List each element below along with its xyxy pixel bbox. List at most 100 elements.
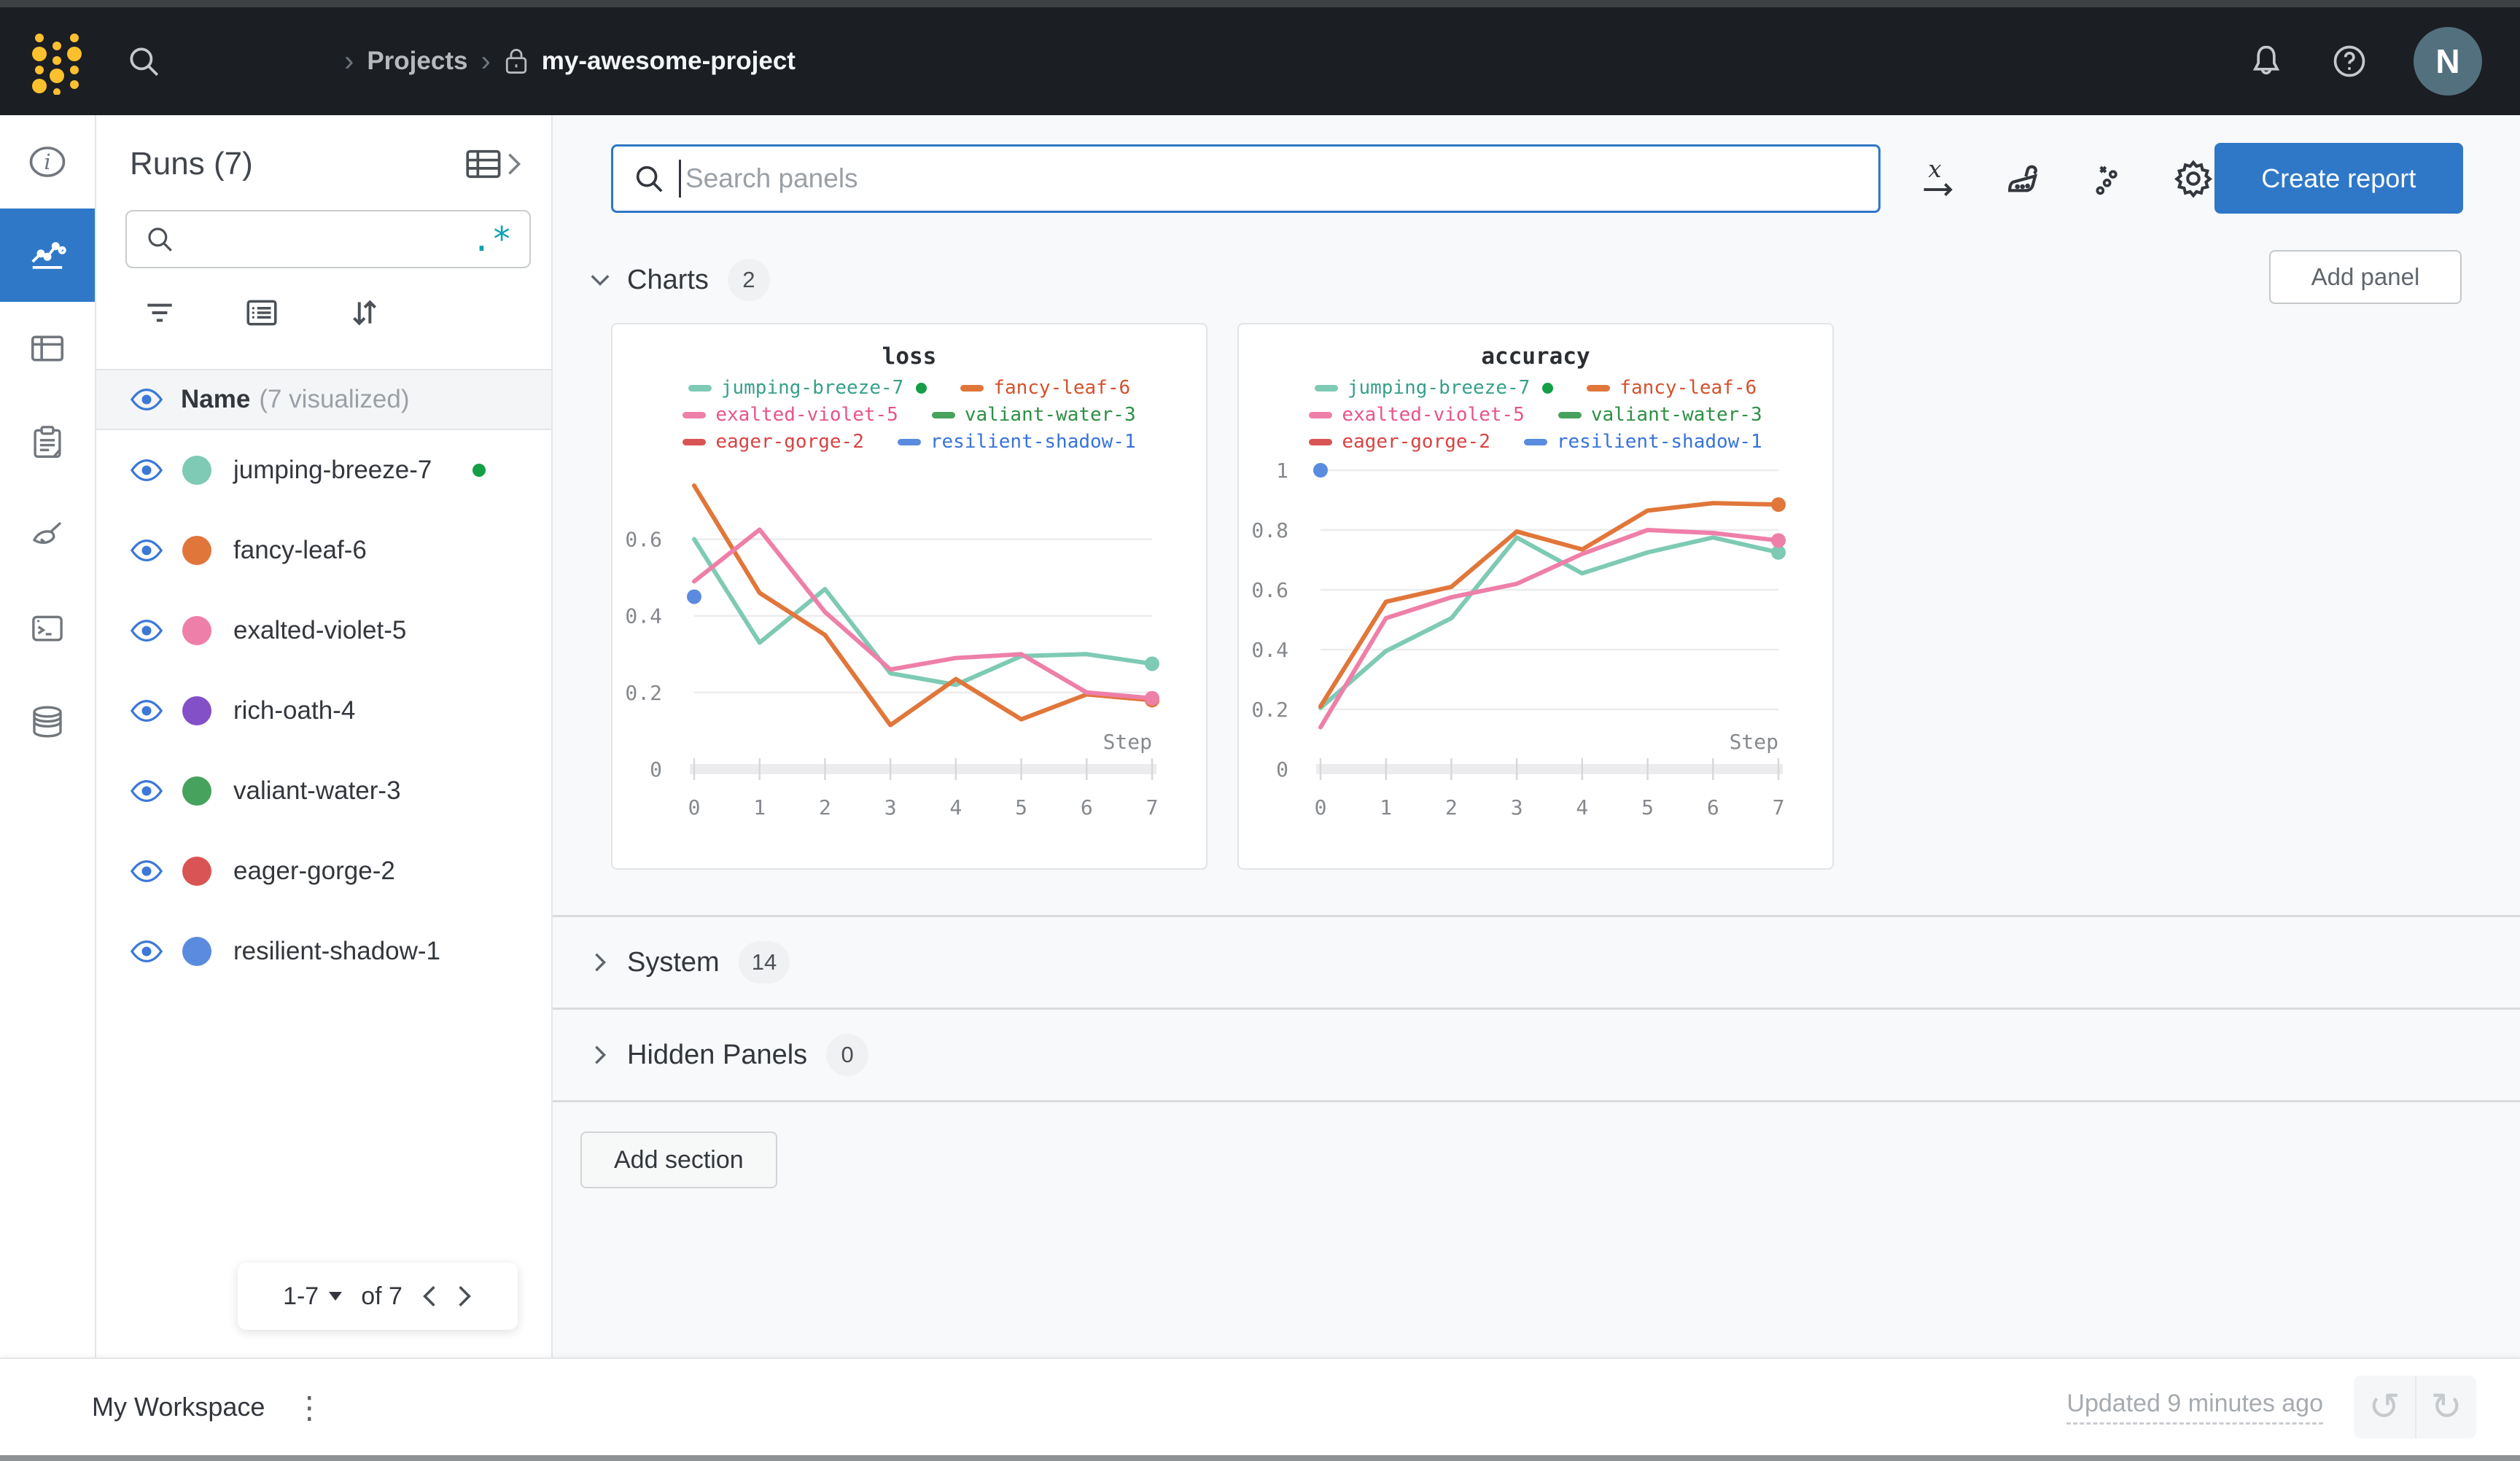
run-name[interactable]: resilient-shadow-1 — [233, 937, 441, 965]
run-row[interactable]: resilient-shadow-1 — [96, 911, 551, 991]
panel-sweep-button[interactable] — [2003, 157, 2045, 200]
filter-icon[interactable] — [141, 295, 178, 331]
regex-toggle-icon[interactable]: .* — [471, 219, 512, 259]
next-page-button[interactable] — [456, 1284, 472, 1309]
hidden-panels-section-header[interactable]: Hidden Panels 0 — [553, 1010, 2520, 1100]
legend-item[interactable]: eager-gorge-2 — [1309, 431, 1490, 453]
legend-item[interactable]: fancy-leaf-6 — [960, 377, 1130, 399]
pagination-range-dropdown[interactable]: 1-7 — [283, 1282, 319, 1310]
series-point-resilient-shadow-1 — [1313, 463, 1328, 478]
legend-item[interactable]: resilient-shadow-1 — [1523, 431, 1762, 453]
breadcrumb-chevron-icon: › — [344, 45, 354, 77]
run-row[interactable]: rich-oath-4 — [96, 671, 551, 751]
chart-panel-accuracy[interactable]: accuracy jumping-breeze-7 fancy-leaf-6 exal… — [1237, 323, 1834, 870]
svg-text:3: 3 — [1511, 795, 1523, 819]
legend-item[interactable]: exalted-violet-5 — [682, 404, 898, 426]
chart-plot-area[interactable]: 0 0.2 0.4 0.6 0.8 1 0 1 2 3 4 5 6 7 Step — [1239, 456, 1832, 835]
chart-panel-loss[interactable]: loss jumping-breeze-7 fancy-leaf-6 exalted-… — [611, 323, 1208, 870]
eye-icon[interactable] — [130, 699, 163, 722]
legend-item[interactable]: jumping-breeze-7 — [1314, 377, 1554, 399]
run-row[interactable]: valiant-water-3 — [96, 751, 551, 831]
charts-count-badge: 2 — [727, 259, 770, 301]
rail-item-artifacts[interactable] — [0, 675, 95, 768]
run-row[interactable]: eager-gorge-2 — [96, 831, 551, 911]
system-section-header[interactable]: System 14 — [553, 917, 2520, 1008]
run-name[interactable]: exalted-violet-5 — [233, 616, 407, 644]
eye-icon[interactable] — [130, 388, 163, 411]
kebab-menu-icon[interactable]: ⋮ — [294, 1389, 325, 1425]
rail-item-reports[interactable] — [0, 395, 95, 488]
outliers-button[interactable] — [2088, 157, 2130, 200]
section-divider — [553, 915, 2520, 917]
add-panel-button[interactable]: Add panel — [2269, 250, 2462, 304]
legend-item[interactable]: resilient-shadow-1 — [897, 431, 1136, 453]
run-row[interactable]: fancy-leaf-6 — [96, 510, 551, 591]
x-axis-settings-button[interactable]: x — [1918, 157, 1961, 200]
text-cursor — [679, 159, 681, 198]
eye-icon[interactable] — [130, 619, 163, 642]
legend-item[interactable]: jumping-breeze-7 — [688, 377, 928, 399]
run-name[interactable]: jumping-breeze-7 — [233, 456, 432, 484]
broom-icon — [32, 521, 62, 544]
database-icon — [33, 706, 62, 738]
legend-item[interactable]: fancy-leaf-6 — [1587, 377, 1757, 399]
rail-item-workspace[interactable] — [0, 209, 95, 302]
sort-icon[interactable] — [346, 295, 382, 331]
avatar[interactable]: N — [2414, 27, 2482, 96]
horizontal-scrollbar[interactable] — [0, 1455, 2520, 1461]
rail-item-overview[interactable]: i — [0, 115, 95, 209]
group-list-icon[interactable] — [244, 295, 280, 331]
svg-text:5: 5 — [1641, 795, 1654, 819]
create-report-button[interactable]: Create report — [2214, 143, 2463, 214]
runs-list: jumping-breeze-7 fancy-leaf-6 exalted-viol… — [96, 430, 551, 991]
rail-item-sweeps[interactable] — [0, 488, 95, 582]
panel-search-input[interactable] — [685, 163, 1859, 194]
eye-icon[interactable] — [130, 459, 163, 482]
redo-button[interactable]: ↻ — [2415, 1376, 2476, 1438]
legend-label: eager-gorge-2 — [1342, 431, 1490, 453]
runs-filter-row — [141, 295, 551, 331]
run-row[interactable]: jumping-breeze-7 — [96, 430, 551, 510]
run-name[interactable]: rich-oath-4 — [233, 696, 356, 725]
wandb-logo-icon[interactable] — [31, 28, 83, 95]
rail-item-runs-table[interactable] — [0, 302, 95, 395]
eye-icon[interactable] — [130, 940, 163, 963]
legend-label: fancy-leaf-6 — [1619, 377, 1757, 399]
settings-gear-button[interactable] — [2172, 157, 2214, 200]
chart-plot-area[interactable]: 0 0.2 0.4 0.6 0 1 2 3 4 5 6 7 Step — [612, 456, 1206, 835]
help-icon[interactable] — [2330, 42, 2368, 80]
chevron-down-icon — [591, 275, 610, 287]
legend-item[interactable]: eager-gorge-2 — [682, 431, 864, 453]
runs-search-input[interactable] — [187, 225, 472, 254]
eye-icon[interactable] — [130, 539, 163, 562]
search-icon[interactable] — [125, 43, 162, 79]
run-row[interactable]: exalted-violet-5 — [96, 591, 551, 671]
legend-item[interactable]: valiant-water-3 — [1558, 404, 1762, 426]
eye-icon[interactable] — [130, 779, 163, 803]
run-name[interactable]: valiant-water-3 — [233, 776, 401, 805]
run-name[interactable]: eager-gorge-2 — [233, 857, 395, 885]
bell-icon[interactable] — [2247, 42, 2285, 80]
prev-page-button[interactable] — [421, 1284, 438, 1309]
add-section-button[interactable]: Add section — [580, 1131, 777, 1188]
legend-item[interactable]: valiant-water-3 — [931, 404, 1136, 426]
breadcrumb-projects-link[interactable]: Projects — [367, 47, 468, 75]
left-icon-rail: i — [0, 115, 96, 1357]
eye-icon[interactable] — [130, 860, 163, 883]
section-divider — [553, 1008, 2520, 1010]
system-section-label: System — [627, 946, 720, 978]
svg-text:0.2: 0.2 — [1251, 698, 1288, 722]
run-name[interactable]: fancy-leaf-6 — [233, 536, 367, 564]
workspace-name[interactable]: My Workspace — [92, 1392, 265, 1422]
runs-list-header[interactable]: Name (7 visualized) — [96, 369, 551, 430]
runs-header-name: Name — [181, 385, 251, 413]
rail-item-logs[interactable] — [0, 582, 95, 675]
svg-text:1: 1 — [1276, 459, 1288, 483]
legend-swatch — [1314, 384, 1338, 391]
legend-item[interactable]: exalted-violet-5 — [1309, 404, 1525, 426]
svg-text:7: 7 — [1773, 795, 1785, 819]
breadcrumb-project-name[interactable]: my-awesome-project — [541, 47, 796, 75]
undo-button[interactable]: ↺ — [2368, 1385, 2400, 1429]
expand-runs-table-button[interactable] — [465, 148, 522, 180]
charts-section-header[interactable]: Charts 2 Add panel — [589, 250, 2462, 304]
